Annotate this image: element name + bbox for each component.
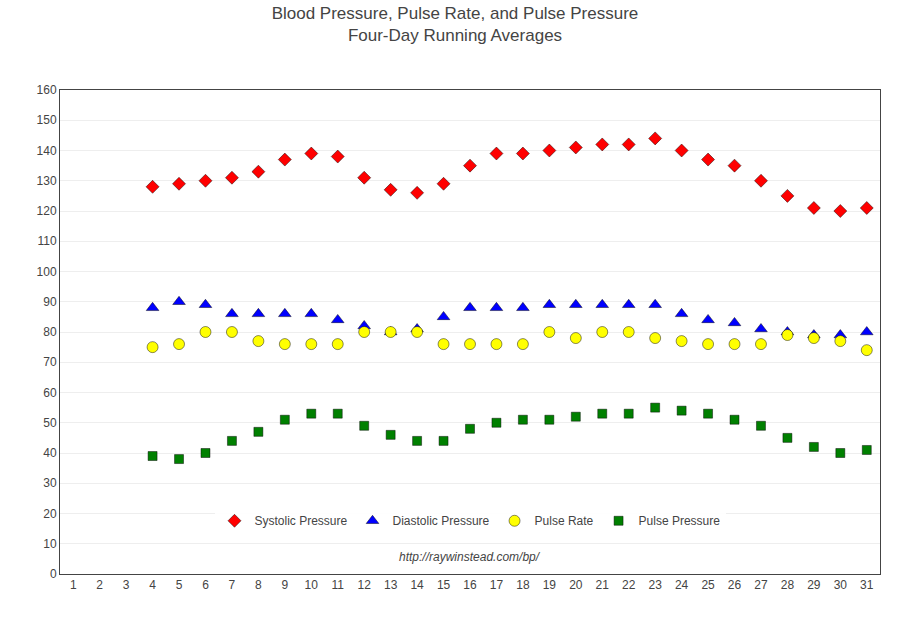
svg-text:9: 9 [281, 578, 288, 592]
svg-text:7: 7 [229, 578, 236, 592]
svg-text:14: 14 [410, 578, 424, 592]
svg-text:13: 13 [384, 578, 398, 592]
svg-text:22: 22 [622, 578, 636, 592]
svg-text:5: 5 [176, 578, 183, 592]
svg-text:26: 26 [728, 578, 742, 592]
svg-text:40: 40 [43, 446, 57, 460]
svg-text:10: 10 [305, 578, 319, 592]
svg-text:28: 28 [781, 578, 795, 592]
svg-text:150: 150 [37, 113, 57, 127]
svg-text:130: 130 [37, 174, 57, 188]
svg-text:30: 30 [834, 578, 848, 592]
svg-text:3: 3 [123, 578, 130, 592]
svg-text:8: 8 [255, 578, 262, 592]
svg-text:12: 12 [358, 578, 372, 592]
svg-text:100: 100 [37, 265, 57, 279]
svg-text:Pulse Rate: Pulse Rate [535, 514, 594, 528]
svg-text:1: 1 [70, 578, 77, 592]
svg-text:24: 24 [675, 578, 689, 592]
svg-text:27: 27 [754, 578, 768, 592]
svg-text:60: 60 [43, 386, 57, 400]
svg-text:Diastolic Pressure: Diastolic Pressure [393, 514, 490, 528]
svg-text:90: 90 [43, 295, 57, 309]
svg-text:31: 31 [860, 578, 874, 592]
svg-text:18: 18 [516, 578, 530, 592]
svg-text:29: 29 [807, 578, 821, 592]
svg-text:50: 50 [43, 416, 57, 430]
svg-text:15: 15 [437, 578, 451, 592]
svg-text:Systolic Pressure: Systolic Pressure [255, 514, 348, 528]
svg-text:19: 19 [543, 578, 557, 592]
svg-text:140: 140 [37, 144, 57, 158]
svg-text:2: 2 [96, 578, 103, 592]
svg-text:110: 110 [37, 234, 56, 248]
svg-text:4: 4 [149, 578, 156, 592]
svg-text:http://raywinstead.com/bp/: http://raywinstead.com/bp/ [399, 550, 541, 564]
svg-text:Blood Pressure, Pulse Rate, an: Blood Pressure, Pulse Rate, and Pulse Pr… [272, 4, 639, 45]
svg-text:160: 160 [37, 83, 57, 97]
svg-text:10: 10 [43, 537, 57, 551]
svg-text:30: 30 [43, 476, 57, 490]
svg-text:21: 21 [596, 578, 610, 592]
svg-text:120: 120 [37, 204, 57, 218]
svg-text:70: 70 [43, 355, 57, 369]
svg-text:16: 16 [463, 578, 477, 592]
svg-text:80: 80 [43, 325, 57, 339]
svg-text:20: 20 [43, 507, 57, 521]
svg-text:11: 11 [332, 578, 345, 592]
svg-text:23: 23 [648, 578, 662, 592]
svg-text:Pulse Pressure: Pulse Pressure [639, 514, 721, 528]
svg-text:20: 20 [569, 578, 583, 592]
svg-text:6: 6 [202, 578, 209, 592]
svg-text:25: 25 [701, 578, 715, 592]
svg-text:0: 0 [50, 567, 57, 581]
svg-text:17: 17 [490, 578, 504, 592]
